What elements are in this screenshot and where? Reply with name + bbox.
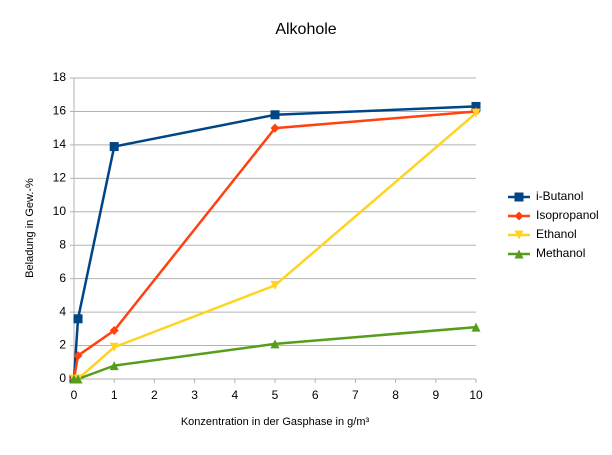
y-tick-label: 6 — [59, 271, 66, 285]
marker — [471, 108, 481, 118]
y-tick-label: 16 — [53, 104, 67, 118]
x-tick-label: 4 — [231, 388, 238, 402]
marker — [109, 326, 119, 336]
y-tick-label: 10 — [53, 204, 67, 218]
x-tick-label: 7 — [352, 388, 359, 402]
legend-label: Methanol — [536, 246, 585, 260]
marker — [109, 342, 119, 352]
marker — [514, 211, 524, 221]
x-tick-label: 10 — [469, 388, 483, 402]
marker — [270, 280, 280, 290]
marker — [514, 192, 524, 202]
marker — [471, 322, 481, 332]
marker — [73, 351, 83, 361]
marker — [270, 110, 280, 120]
chart-title: Alkohole — [275, 21, 336, 38]
x-tick-label: 3 — [191, 388, 198, 402]
x-tick-label: 1 — [111, 388, 118, 402]
x-tick-label: 0 — [71, 388, 78, 402]
marker — [514, 230, 524, 240]
marker — [514, 249, 524, 259]
legend-label: Ethanol — [536, 227, 577, 241]
x-tick-label: 8 — [392, 388, 399, 402]
y-tick-label: 8 — [59, 237, 66, 251]
y-tick-label: 2 — [59, 338, 66, 352]
x-tick-label: 5 — [272, 388, 279, 402]
x-tick-label: 6 — [312, 388, 319, 402]
y-tick-label: 18 — [53, 70, 67, 84]
marker — [270, 339, 280, 349]
marker — [109, 142, 119, 152]
y-tick-label: 4 — [59, 304, 66, 318]
marker — [73, 374, 83, 384]
x-tick-label: 9 — [432, 388, 439, 402]
y-tick-label: 14 — [53, 137, 67, 151]
x-tick-label: 2 — [151, 388, 158, 402]
y-axis-label: Beladung in Gew.-% — [24, 178, 36, 278]
y-tick-label: 0 — [59, 371, 66, 385]
legend-label: i-Butanol — [536, 189, 583, 203]
x-axis-label: Konzentration in der Gasphase in g/m³ — [181, 416, 370, 428]
y-tick-label: 12 — [53, 171, 67, 185]
marker — [109, 361, 119, 371]
legend-label: Isopropanol — [536, 208, 599, 222]
marker — [270, 123, 280, 133]
marker — [73, 314, 83, 324]
